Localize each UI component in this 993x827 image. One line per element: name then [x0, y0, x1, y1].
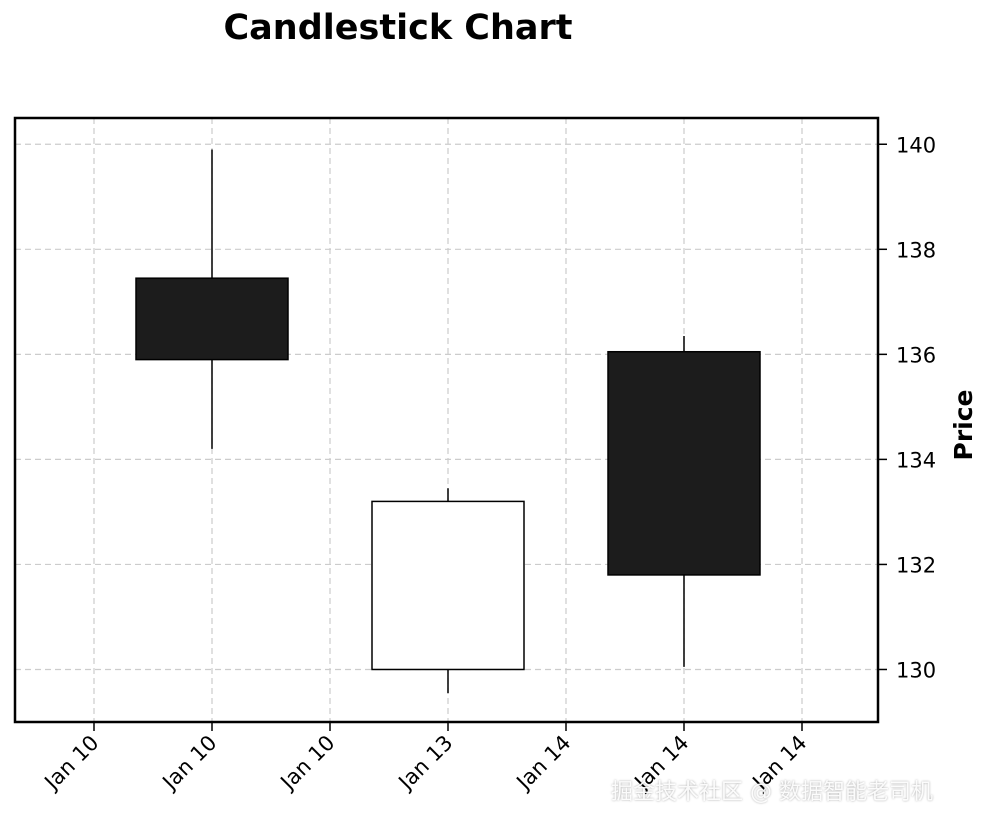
x-tick-label: Jan 10	[275, 731, 340, 796]
y-tick-label: 136	[896, 343, 936, 367]
candle-body	[607, 350, 761, 576]
y-tick-label: 132	[896, 553, 936, 577]
x-tick-label: Jan 14	[511, 731, 576, 796]
y-tick-label: 138	[896, 238, 936, 262]
x-tick-label: Jan 10	[157, 731, 222, 796]
candles	[135, 149, 761, 694]
y-axis-label: Price	[949, 390, 978, 461]
y-tick-label: 130	[896, 658, 936, 682]
chart-title: Candlestick Chart	[223, 8, 573, 48]
y-axis: 130 132 134 136 138 140	[878, 133, 936, 682]
watermark: 掘金技术社区 @ 数据智能老司机	[611, 780, 933, 805]
y-tick-label: 140	[896, 133, 936, 157]
plot-frame	[13, 116, 880, 724]
candle-body	[371, 500, 525, 671]
x-tick-label: Jan 13	[393, 731, 458, 796]
candle-body	[135, 277, 289, 361]
y-tick-label: 134	[896, 448, 936, 472]
x-tick-label: Jan 10	[39, 731, 104, 796]
